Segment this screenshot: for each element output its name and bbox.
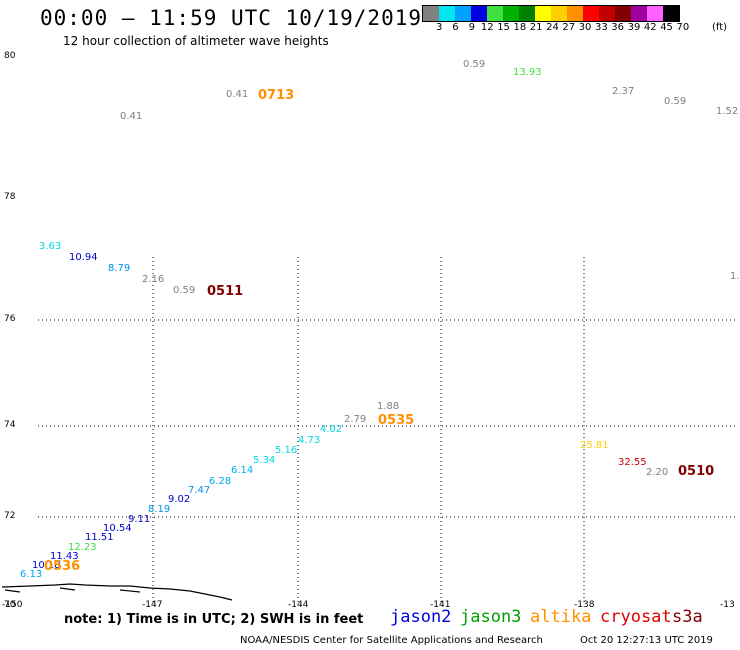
longitude-label: -138 (574, 600, 595, 610)
legend-bin-label: 6 (452, 22, 459, 33)
legend-swatch (519, 6, 535, 21)
wave-height-value: 0.41 (226, 89, 249, 100)
latitude-label: 78 (4, 192, 16, 202)
wave-height-value: 2.79 (344, 414, 367, 425)
graticule (38, 257, 735, 605)
color-scale-legend (422, 5, 680, 22)
legend-bin-label: 42 (643, 22, 657, 33)
wave-height-value: 2.16 (142, 274, 165, 285)
wave-height-value: 5.16 (275, 445, 298, 456)
legend-bin-label: 3 (436, 22, 443, 33)
pass-time-label: 0510 (678, 464, 715, 479)
legend-swatch (663, 6, 679, 21)
longitude-label: -150 (2, 600, 23, 610)
wave-height-value: 13.93 (513, 67, 542, 78)
wave-height-value: 4.73 (298, 435, 321, 446)
legend-swatch (583, 6, 599, 21)
pass-time-label: 0536 (44, 559, 81, 574)
satellite-name: s3a (672, 607, 703, 627)
legend-swatch (439, 6, 455, 21)
satellite-name: jason3 (460, 607, 522, 627)
legend-swatch (471, 6, 487, 21)
legend-bin-label: 30 (578, 22, 592, 33)
legend-bin-label: 33 (595, 22, 608, 33)
legend-swatch (599, 6, 615, 21)
legend-bin-label: 36 (611, 22, 625, 33)
wave-height-value: 5.34 (253, 455, 276, 466)
latitude-label: 80 (4, 51, 16, 61)
footnote: note: 1) Time is in UTC; 2) SWH is in fe… (64, 612, 364, 627)
wave-height-value: 11.43 (50, 551, 79, 562)
wave-height-value: 6.13 (20, 569, 43, 580)
longitude-label: -147 (142, 600, 163, 610)
wave-height-value: 3.63 (39, 241, 62, 252)
wave-height-value: 10.18 (32, 560, 61, 571)
latitude-label: 76 (4, 314, 16, 324)
wave-height-value: 4.02 (320, 424, 343, 435)
legend-bin-label: 27 (562, 22, 576, 33)
latitude-label: 70 (4, 600, 16, 610)
wave-height-value: 2.20 (646, 467, 669, 478)
wave-height-value: 11.51 (85, 532, 114, 543)
wave-height-value: 8.19 (148, 504, 171, 515)
generation-timestamp: Oct 20 12:27:13 UTC 2019 (580, 635, 713, 646)
legend-swatch (567, 6, 583, 21)
latitude-label: 72 (4, 511, 16, 521)
legend-bin-label: 18 (513, 22, 527, 33)
legend-bin-label: 45 (660, 22, 673, 33)
wave-height-value: 10.94 (69, 252, 98, 263)
pass-time-label: 0511 (207, 284, 244, 299)
wave-height-value: 9.11 (128, 514, 151, 525)
pass-time-label: 0535 (378, 413, 415, 428)
latitude-label: 74 (4, 420, 16, 430)
wave-height-value: 25.81 (580, 440, 609, 451)
credit-line: NOAA/NESDIS Center for Satellite Applica… (240, 635, 543, 646)
legend-swatch (487, 6, 503, 21)
wave-height-value: 6.28 (209, 476, 232, 487)
wave-height-value: 32.55 (618, 457, 647, 468)
wave-height-value: 1. (730, 271, 740, 282)
longitude-label: -144 (288, 600, 309, 610)
legend-swatch (631, 6, 647, 21)
legend-swatch (503, 6, 519, 21)
legend-swatch (535, 6, 551, 21)
pass-time-label: 0713 (258, 88, 295, 103)
wave-height-value: 6.14 (231, 465, 254, 476)
map-subtitle: 12 hour collection of altimeter wave hei… (63, 34, 329, 48)
wave-height-value: 12.23 (68, 542, 97, 553)
legend-bin-label: 15 (497, 22, 510, 33)
longitude-label: -141 (430, 600, 451, 610)
wave-height-value: 2.37 (612, 86, 635, 97)
wave-height-value: 0.41 (120, 111, 143, 122)
satellite-name: jason2 (390, 607, 452, 627)
wave-height-value: 9.02 (168, 494, 191, 505)
legend-swatch (423, 6, 439, 21)
wave-height-value: 0.59 (463, 59, 486, 70)
wave-height-value: 10.54 (103, 523, 132, 534)
legend-bin-label: 70 (676, 22, 690, 33)
wave-height-value: 0.59 (173, 285, 196, 296)
legend-swatch (647, 6, 663, 21)
legend-bin-label: 39 (627, 22, 641, 33)
legend-bin-label: 21 (529, 22, 543, 33)
legend-bin-label: 24 (546, 22, 559, 33)
wave-height-value: 7.47 (188, 485, 211, 496)
satellite-name: altika (530, 607, 592, 627)
legend-swatch (615, 6, 631, 21)
wave-height-value: 0.59 (664, 96, 687, 107)
wave-height-value: 8.79 (108, 263, 131, 274)
legend-unit-label: (ft) (712, 22, 728, 33)
wave-height-value: 1.88 (377, 401, 400, 412)
legend-swatch (455, 6, 471, 21)
map-title: 00:00 – 11:59 UTC 10/19/2019 (40, 6, 423, 30)
satellite-name: cryosat (600, 607, 672, 627)
legend-bin-label: 9 (468, 22, 475, 33)
longitude-label: -13 (720, 600, 735, 610)
wave-height-value: 1.52 (716, 106, 739, 117)
legend-swatch (551, 6, 567, 21)
legend-bin-label: 12 (480, 22, 494, 33)
coastline (1, 583, 233, 601)
